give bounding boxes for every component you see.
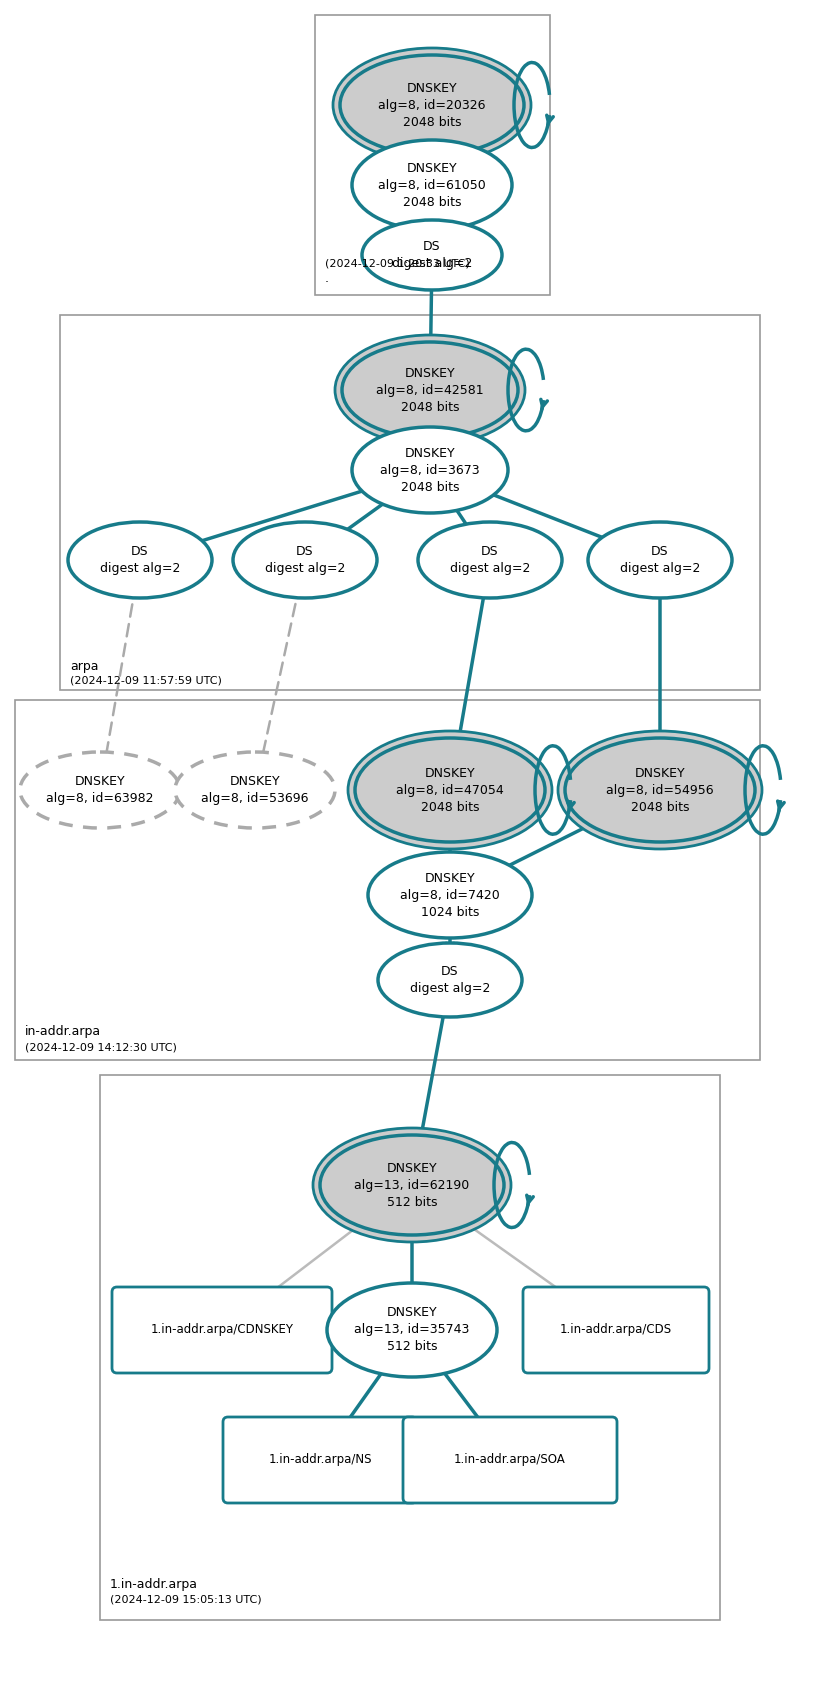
Ellipse shape (368, 853, 532, 937)
Text: in-addr.arpa: in-addr.arpa (25, 1025, 101, 1037)
Ellipse shape (327, 1283, 497, 1377)
Ellipse shape (348, 731, 552, 849)
Text: 1.in-addr.arpa/CDNSKEY: 1.in-addr.arpa/CDNSKEY (151, 1323, 293, 1337)
Text: DNSKEY
alg=8, id=42581
2048 bits: DNSKEY alg=8, id=42581 2048 bits (377, 367, 484, 413)
Bar (315, 15, 550, 294)
Text: DS
digest alg=2: DS digest alg=2 (620, 545, 700, 575)
Text: 1.in-addr.arpa/SOA: 1.in-addr.arpa/SOA (454, 1453, 566, 1467)
Ellipse shape (335, 335, 525, 445)
Text: DNSKEY
alg=13, id=62190
512 bits: DNSKEY alg=13, id=62190 512 bits (354, 1161, 470, 1208)
Text: DNSKEY
alg=8, id=61050
2048 bits: DNSKEY alg=8, id=61050 2048 bits (378, 161, 486, 208)
Ellipse shape (340, 56, 524, 156)
FancyBboxPatch shape (223, 1416, 417, 1502)
Bar (60, 315, 760, 690)
FancyBboxPatch shape (523, 1288, 709, 1372)
Text: DNSKEY
alg=13, id=35743
512 bits: DNSKEY alg=13, id=35743 512 bits (354, 1306, 470, 1354)
Ellipse shape (362, 220, 502, 289)
Text: 1.in-addr.arpa: 1.in-addr.arpa (110, 1579, 198, 1590)
FancyBboxPatch shape (403, 1416, 617, 1502)
Ellipse shape (352, 140, 512, 230)
Text: (2024-12-09 15:05:13 UTC): (2024-12-09 15:05:13 UTC) (110, 1594, 262, 1604)
Text: (2024-12-09 11:57:59 UTC): (2024-12-09 11:57:59 UTC) (70, 675, 222, 685)
Ellipse shape (313, 1129, 511, 1242)
Text: DNSKEY
alg=8, id=7420
1024 bits: DNSKEY alg=8, id=7420 1024 bits (400, 871, 500, 919)
Text: DNSKEY
alg=8, id=63982: DNSKEY alg=8, id=63982 (46, 775, 154, 805)
Ellipse shape (352, 426, 508, 513)
Text: DNSKEY
alg=8, id=54956
2048 bits: DNSKEY alg=8, id=54956 2048 bits (606, 766, 714, 814)
Text: DS
digest alg=2: DS digest alg=2 (265, 545, 345, 575)
Ellipse shape (418, 523, 562, 597)
Ellipse shape (333, 47, 531, 162)
Text: DS
digest alg=2: DS digest alg=2 (100, 545, 180, 575)
Ellipse shape (320, 1135, 504, 1235)
Text: DNSKEY
alg=8, id=20326
2048 bits: DNSKEY alg=8, id=20326 2048 bits (378, 81, 486, 129)
Ellipse shape (175, 751, 335, 827)
Text: DNSKEY
alg=8, id=53696: DNSKEY alg=8, id=53696 (201, 775, 309, 805)
Text: DS
digest alg=2: DS digest alg=2 (392, 240, 472, 271)
FancyBboxPatch shape (112, 1288, 332, 1372)
Ellipse shape (233, 523, 377, 597)
Text: (2024-12-09 14:12:30 UTC): (2024-12-09 14:12:30 UTC) (25, 1042, 177, 1052)
Text: arpa: arpa (70, 660, 99, 673)
Bar (15, 700, 760, 1059)
Text: 1.in-addr.arpa/CDS: 1.in-addr.arpa/CDS (560, 1323, 672, 1337)
Text: DNSKEY
alg=8, id=3673
2048 bits: DNSKEY alg=8, id=3673 2048 bits (380, 447, 480, 494)
Ellipse shape (588, 523, 732, 597)
Text: .: . (325, 272, 329, 284)
Bar (100, 1074, 720, 1619)
Text: (2024-12-09 1:20:33 UTC): (2024-12-09 1:20:33 UTC) (325, 257, 470, 267)
Ellipse shape (68, 523, 212, 597)
Ellipse shape (20, 751, 180, 827)
Text: 1.in-addr.arpa/NS: 1.in-addr.arpa/NS (269, 1453, 372, 1467)
Ellipse shape (558, 731, 762, 849)
Ellipse shape (355, 738, 545, 843)
Ellipse shape (342, 342, 518, 438)
Ellipse shape (565, 738, 755, 843)
Text: DNSKEY
alg=8, id=47054
2048 bits: DNSKEY alg=8, id=47054 2048 bits (396, 766, 503, 814)
Ellipse shape (378, 942, 522, 1017)
Text: DS
digest alg=2: DS digest alg=2 (450, 545, 530, 575)
Text: DS
digest alg=2: DS digest alg=2 (410, 964, 490, 995)
